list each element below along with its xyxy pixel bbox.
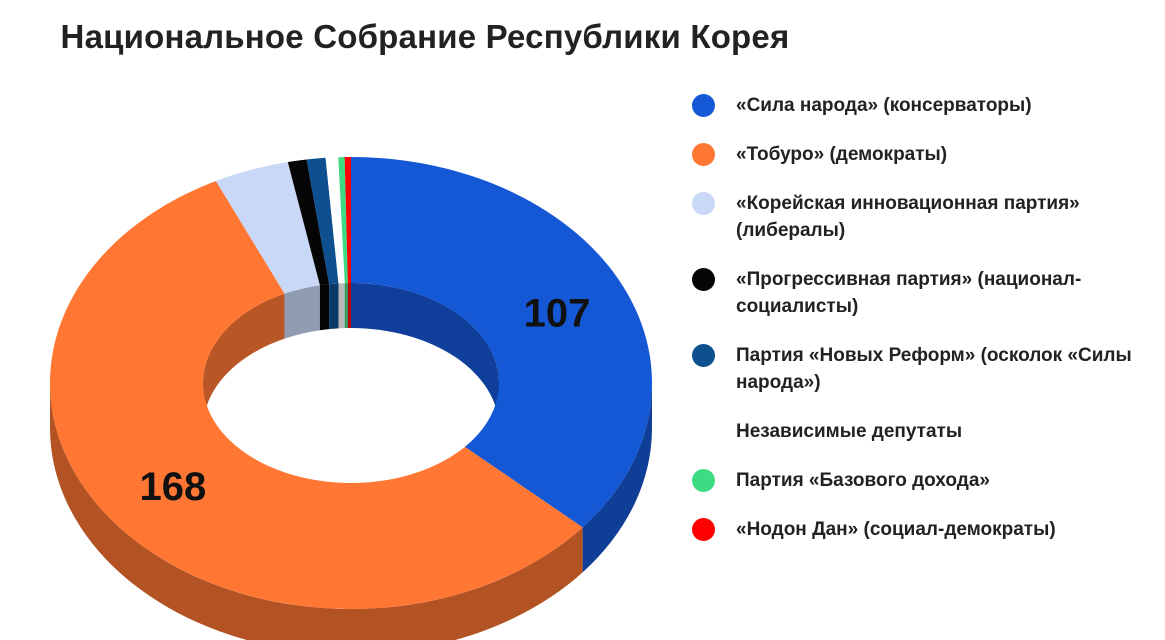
- slice-1-data-label: 107: [524, 292, 591, 336]
- legend-color-swatch: [692, 268, 715, 291]
- legend-color-swatch: [692, 469, 715, 492]
- donut-data-labels: 107 168: [140, 292, 591, 509]
- slice-7-inner-wall: [344, 283, 348, 329]
- legend-label: «Сила народа» (консерваторы): [736, 95, 1032, 116]
- slice-7-top: [338, 157, 348, 284]
- legend-label: Партия «Новых Реформ» (осколок «Силы нар…: [736, 345, 1132, 393]
- slice-1-outer-wall: [582, 383, 652, 573]
- slice-4-top: [287, 159, 330, 286]
- slice-2-inner-wall: [203, 293, 285, 428]
- chart-title: Национальное Собрание Республики Корея: [60, 18, 790, 55]
- slice-5-top: [306, 157, 339, 285]
- slice-6-top: [325, 157, 345, 284]
- slice-8-top: [344, 157, 351, 284]
- legend-color-swatch: [692, 344, 715, 367]
- legend-item[interactable]: Партия «Базового дохода»: [692, 467, 1160, 494]
- donut-chart: 107 168: [50, 157, 652, 640]
- legend-color-swatch: [692, 518, 715, 541]
- donut-side-walls: [50, 283, 652, 640]
- legend-color-swatch: [692, 420, 715, 443]
- slice-1-top: [351, 157, 652, 528]
- legend-item[interactable]: «Сила народа» (консерваторы): [692, 92, 1160, 119]
- legend-label: «Корейская инновационная партия» (либера…: [736, 193, 1080, 241]
- legend-label: «Тобуро» (демократы): [736, 144, 948, 165]
- legend-label: Независимые депутаты: [736, 421, 963, 442]
- slice-2-outer-wall: [50, 383, 583, 640]
- legend-item[interactable]: Партия «Новых Реформ» (осколок «Силы нар…: [692, 342, 1160, 396]
- slice-1-inner-wall: [351, 283, 499, 428]
- slice-5-inner-wall: [329, 283, 339, 330]
- slice-2-top: [50, 181, 583, 609]
- legend-color-swatch: [692, 143, 715, 166]
- slice-3-top: [215, 162, 320, 294]
- slice-8-inner-wall: [347, 283, 351, 329]
- slice-4-inner-wall: [319, 284, 330, 331]
- chart-legend: «Сила народа» (консерваторы) «Тобуро» (де…: [692, 92, 1160, 565]
- legend-label: Партия «Базового дохода»: [736, 470, 990, 491]
- legend-item[interactable]: «Прогрессивная партия» (национал-социали…: [692, 266, 1160, 320]
- legend-item[interactable]: «Тобуро» (демократы): [692, 141, 1160, 168]
- donut-top-faces: [50, 157, 652, 609]
- slice-3-inner-wall: [284, 285, 320, 339]
- legend-label: «Прогрессивная партия» (национал-социали…: [736, 269, 1082, 317]
- legend-color-swatch: [692, 192, 715, 215]
- legend-item[interactable]: «Корейская инновационная партия» (либера…: [692, 190, 1160, 244]
- legend-label: «Нодон Дан» (социал-демократы): [736, 519, 1056, 540]
- slice-2-data-label: 168: [140, 465, 207, 509]
- slice-6-inner-wall: [338, 283, 345, 329]
- legend-color-swatch: [692, 94, 715, 117]
- legend-item[interactable]: «Нодон Дан» (социал-демократы): [692, 516, 1160, 543]
- legend-item[interactable]: Независимые депутаты: [692, 418, 1160, 445]
